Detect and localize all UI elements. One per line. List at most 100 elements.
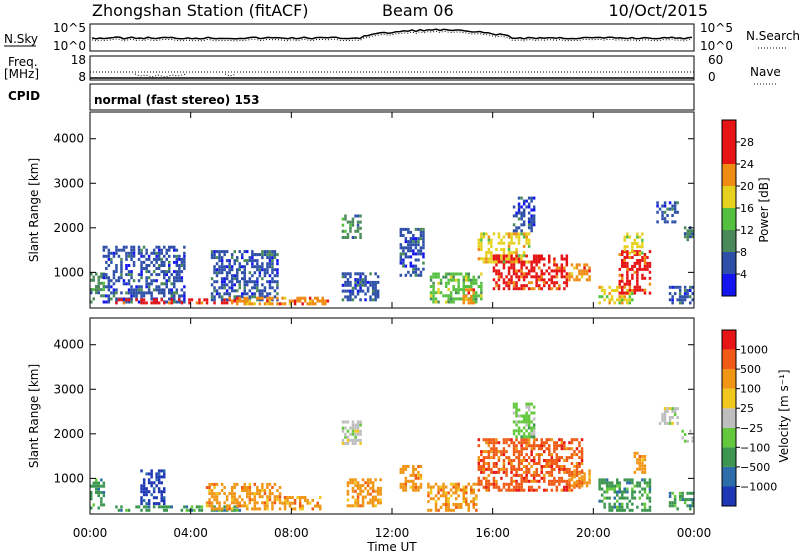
- range-cell: [555, 272, 559, 276]
- range-cell: [558, 479, 561, 483]
- range-cell: [271, 253, 274, 257]
- range-cell: [575, 278, 579, 282]
- range-cell: [530, 459, 533, 462]
- range-cell: [354, 484, 357, 488]
- range-cell: [527, 420, 531, 424]
- range-cell: [454, 291, 458, 295]
- x-tick-label: 12:00: [375, 526, 410, 540]
- range-cell: [563, 444, 566, 448]
- range-cell: [512, 447, 516, 451]
- range-cell: [565, 456, 569, 460]
- range-cell: [233, 482, 236, 486]
- range-cell: [495, 450, 498, 454]
- range-cell: [102, 285, 106, 288]
- range-cell: [510, 479, 513, 483]
- range-cell: [102, 503, 106, 507]
- range-cell: [623, 298, 626, 302]
- range-cell: [535, 284, 538, 288]
- range-cell: [243, 277, 246, 281]
- range-cell: [462, 491, 465, 495]
- range-cell: [157, 469, 161, 473]
- range-cell: [437, 491, 440, 495]
- range-cell: [532, 438, 536, 442]
- range-cell: [127, 288, 131, 292]
- range-cell: [520, 479, 523, 483]
- range-cell: [256, 486, 259, 489]
- range-cell: [364, 275, 367, 279]
- range-cell: [422, 252, 425, 256]
- range-cell: [522, 278, 526, 282]
- range-cell: [490, 251, 493, 255]
- range-cell: [681, 295, 684, 299]
- range-cell: [127, 300, 131, 304]
- range-cell: [548, 272, 551, 276]
- range-cell: [570, 478, 574, 482]
- range-cell: [454, 505, 458, 509]
- range-cell: [243, 265, 246, 269]
- range-cell: [525, 479, 528, 483]
- range-cell: [344, 280, 347, 284]
- range-cell: [157, 487, 161, 491]
- range-cell: [515, 447, 518, 451]
- range-cell: [404, 488, 408, 492]
- range-cell: [241, 486, 244, 489]
- range-cell: [540, 476, 543, 480]
- range-cell: [477, 482, 481, 486]
- range-cell: [298, 501, 302, 505]
- range-cell: [140, 502, 143, 506]
- range-cell: [95, 291, 98, 295]
- range-cell: [225, 298, 229, 302]
- range-cell: [283, 296, 287, 300]
- range-cell: [550, 275, 554, 279]
- range-cell: [210, 495, 214, 499]
- range-cell: [636, 285, 639, 289]
- range-cell: [449, 275, 453, 279]
- range-cell: [157, 257, 161, 261]
- range-cell: [170, 273, 173, 277]
- range-cell: [220, 268, 224, 272]
- range-cell: [505, 467, 508, 471]
- range-cell: [283, 302, 287, 306]
- range-cell: [522, 456, 526, 460]
- range-cell: [608, 496, 611, 500]
- range-cell: [678, 498, 682, 502]
- range-cell: [477, 275, 481, 279]
- range-cell: [548, 447, 551, 451]
- range-cell: [575, 263, 579, 267]
- range-cell: [553, 476, 556, 480]
- range-cell: [643, 455, 647, 458]
- range-cell: [522, 441, 526, 445]
- range-cell: [356, 432, 360, 436]
- range-cell: [631, 298, 634, 302]
- range-cell: [683, 292, 687, 296]
- range-cell: [419, 230, 423, 234]
- range-cell: [555, 453, 559, 457]
- range-cell: [540, 275, 543, 279]
- range-cell: [505, 275, 508, 279]
- range-cell: [480, 257, 483, 261]
- range-cell: [671, 421, 674, 425]
- range-cell: [623, 508, 626, 512]
- range-cell: [555, 465, 559, 468]
- range-cell: [507, 251, 511, 255]
- range-cell: [225, 495, 229, 499]
- range-cell: [434, 300, 438, 304]
- range-cell: [412, 467, 415, 471]
- range-cell: [349, 220, 352, 224]
- range-cell: [487, 260, 491, 264]
- range-cell: [570, 453, 574, 457]
- range-cell: [379, 498, 382, 502]
- range-cell: [225, 504, 229, 508]
- range-cell: [248, 277, 252, 281]
- range-cell: [263, 274, 267, 278]
- range-cell: [286, 501, 289, 505]
- range-cell: [565, 254, 569, 258]
- range-cell: [157, 254, 161, 258]
- range-cell: [475, 300, 478, 304]
- range-cell: [527, 223, 531, 227]
- freq-tick-bottom: 8: [78, 70, 86, 84]
- range-cell: [538, 479, 541, 483]
- range-cell: [346, 295, 350, 299]
- range-cell: [142, 298, 146, 302]
- colorbar-swatch: [722, 349, 736, 370]
